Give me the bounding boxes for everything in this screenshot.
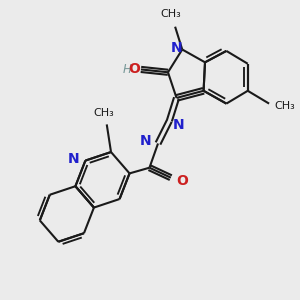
Text: O: O: [176, 173, 188, 188]
Text: N: N: [68, 152, 79, 166]
Text: CH₃: CH₃: [160, 9, 181, 19]
Text: N: N: [172, 118, 184, 132]
Text: H: H: [122, 63, 131, 76]
Text: CH₃: CH₃: [275, 101, 296, 112]
Text: N: N: [139, 134, 151, 148]
Text: O: O: [128, 62, 140, 76]
Text: N: N: [171, 41, 182, 55]
Text: CH₃: CH₃: [94, 108, 114, 118]
